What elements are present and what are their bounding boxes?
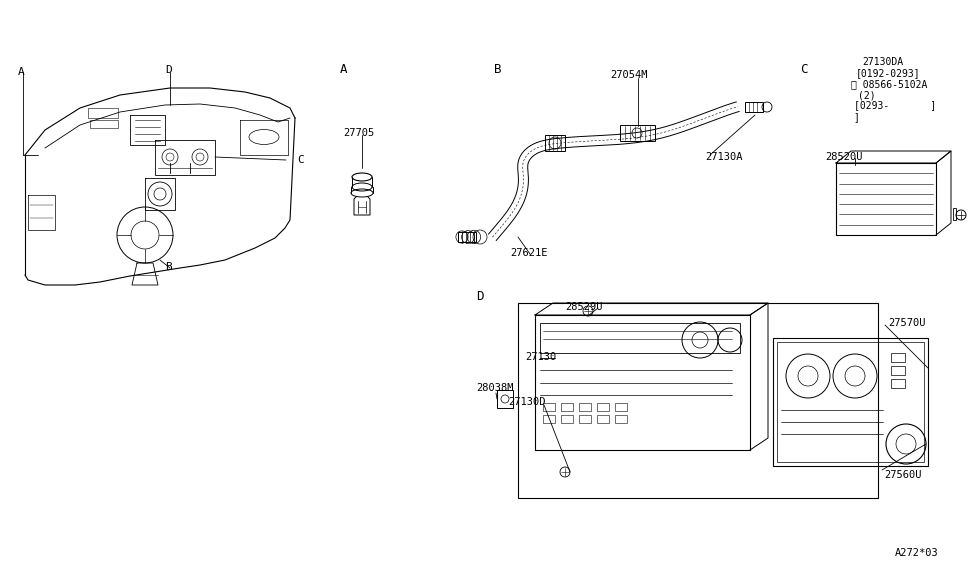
Text: D: D: [476, 290, 484, 303]
Text: D: D: [165, 65, 172, 75]
Text: 27130A: 27130A: [705, 152, 743, 162]
Text: 27130D: 27130D: [508, 397, 545, 407]
Text: [0192-0293]: [0192-0293]: [856, 68, 920, 78]
Bar: [561, 415, 573, 423]
Text: 27560U: 27560U: [884, 470, 921, 480]
Bar: [615, 403, 627, 411]
Bar: [458, 232, 476, 242]
Bar: [953, 208, 956, 220]
Bar: [543, 403, 555, 411]
Bar: [579, 403, 591, 411]
Bar: [545, 135, 565, 151]
Bar: [597, 403, 609, 411]
Bar: [540, 323, 740, 353]
Bar: [773, 338, 928, 466]
Text: 27130DA: 27130DA: [862, 57, 903, 67]
Text: C: C: [800, 63, 807, 76]
Bar: [543, 415, 555, 423]
Text: 28038M: 28038M: [476, 383, 514, 393]
Bar: [597, 415, 609, 423]
Text: 27054M: 27054M: [610, 70, 647, 80]
Bar: [90, 120, 118, 128]
Text: 27570U: 27570U: [888, 318, 925, 328]
Bar: [891, 379, 905, 388]
Bar: [518, 303, 878, 498]
Bar: [615, 415, 627, 423]
Bar: [579, 415, 591, 423]
Text: A: A: [18, 67, 24, 77]
Bar: [891, 366, 905, 375]
Text: 27130: 27130: [525, 352, 557, 362]
Text: 27621E: 27621E: [510, 248, 548, 258]
Bar: [620, 125, 655, 141]
Text: B: B: [165, 262, 172, 272]
Bar: [891, 353, 905, 362]
Text: 28520U: 28520U: [825, 152, 863, 162]
Text: ]: ]: [853, 112, 859, 122]
Text: C: C: [297, 155, 304, 165]
Bar: [497, 390, 513, 408]
Bar: [745, 102, 763, 112]
Bar: [561, 403, 573, 411]
Text: A: A: [340, 63, 347, 76]
Text: B: B: [494, 63, 501, 76]
Bar: [88, 108, 118, 118]
Text: Ⓢ 08566-5102A: Ⓢ 08566-5102A: [851, 79, 927, 89]
Text: A272*03: A272*03: [895, 548, 939, 558]
Text: [0293-       ]: [0293- ]: [854, 100, 936, 110]
Text: (2): (2): [858, 90, 876, 100]
Text: 28529U: 28529U: [565, 302, 603, 312]
Bar: [777, 342, 924, 462]
Text: 27705: 27705: [343, 128, 374, 138]
